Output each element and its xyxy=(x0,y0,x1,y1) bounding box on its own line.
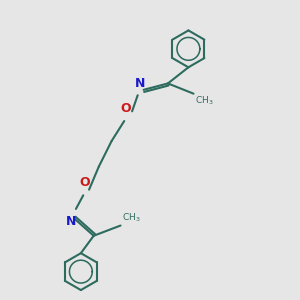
Text: O: O xyxy=(120,102,131,116)
Text: O: O xyxy=(80,176,90,189)
Text: N: N xyxy=(65,215,76,228)
Text: CH$_3$: CH$_3$ xyxy=(122,212,140,224)
Text: N: N xyxy=(135,77,145,90)
Text: CH$_3$: CH$_3$ xyxy=(195,95,213,107)
